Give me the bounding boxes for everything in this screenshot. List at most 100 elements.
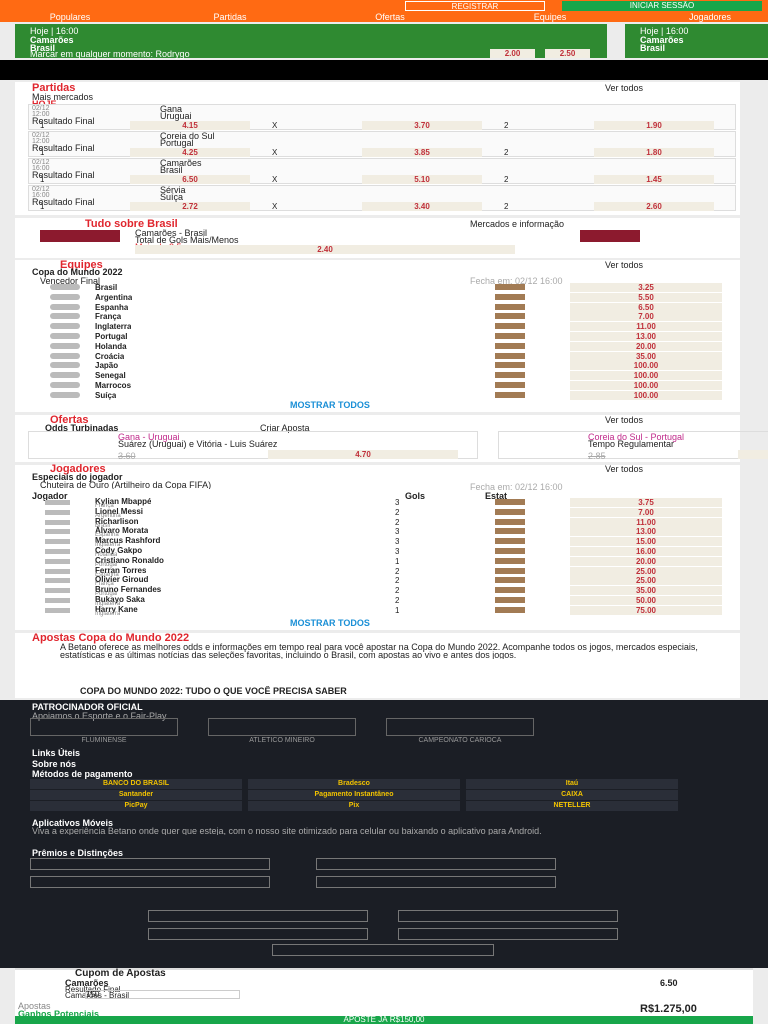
player-team: Portugal xyxy=(95,591,118,598)
odds-button[interactable]: 3.70 xyxy=(362,121,482,130)
info-link[interactable]: COPA DO MUNDO 2022: TUDO O QUE VOCÊ PREC… xyxy=(80,686,347,696)
see-all[interactable]: Ver todos xyxy=(605,260,644,270)
nav-tab[interactable]: Partidas xyxy=(213,12,247,22)
nav-tab[interactable]: Populares xyxy=(49,12,91,22)
player-goals: 3 xyxy=(395,537,400,547)
team-name: Portugal xyxy=(95,332,128,341)
banner-away: Brasil xyxy=(640,43,666,53)
potential-label: Ganhos Potenciais xyxy=(18,1009,100,1019)
flag xyxy=(45,529,70,535)
flag xyxy=(45,539,70,545)
nav-tab[interactable]: Jogadores xyxy=(688,12,732,22)
player-goals: 1 xyxy=(395,556,400,566)
offer-tab[interactable]: Criar Aposta xyxy=(260,423,310,433)
player-team: Portugal xyxy=(95,561,118,568)
odds-button[interactable]: 3.75 xyxy=(570,498,722,507)
see-all[interactable]: Ver todos xyxy=(605,464,644,474)
award-box xyxy=(398,928,618,940)
odds-button[interactable]: 20.00 xyxy=(570,341,722,351)
odds-button[interactable]: 35.00 xyxy=(570,351,722,361)
payment-logo: Bradesco xyxy=(248,779,460,789)
nav-tab[interactable]: Ofertas xyxy=(375,12,405,22)
player-team: Inglaterra xyxy=(95,610,121,617)
team-name: Suíça xyxy=(95,390,117,400)
odds-button[interactable]: 6.50 xyxy=(130,175,250,184)
odds-button[interactable]: 7.00 xyxy=(570,312,722,322)
odds-button[interactable]: 13.00 xyxy=(570,332,722,341)
odds-button[interactable]: 1.90 xyxy=(594,121,714,130)
odds-button[interactable]: 2.72 xyxy=(130,202,250,211)
odds-button[interactable]: 100.00 xyxy=(570,390,722,400)
odds-button[interactable]: 1.45 xyxy=(594,175,714,184)
odds-button[interactable]: 3.85 xyxy=(362,148,482,157)
stake-input[interactable]: 150 xyxy=(85,990,240,999)
odds-button[interactable]: 50.00 xyxy=(570,596,722,605)
register-button[interactable]: REGISTRAR xyxy=(405,1,545,11)
odds-button[interactable]: 2.00 xyxy=(490,49,535,58)
odds-button[interactable]: 5.50 xyxy=(570,292,722,302)
section-title: Equipes xyxy=(60,259,103,271)
odds-button[interactable]: 100.00 xyxy=(570,361,722,371)
show-all[interactable]: MOSTRAR TODOS xyxy=(290,618,370,628)
odds-button[interactable]: 35.00 xyxy=(570,586,722,596)
show-all[interactable]: MOSTRAR TODOS xyxy=(290,400,370,410)
odds-button[interactable]: 25.00 xyxy=(570,576,722,586)
match-time: 12:00 xyxy=(32,138,50,145)
odds-button[interactable]: 20.00 xyxy=(570,556,722,566)
odds-button[interactable]: 3.40 xyxy=(362,202,482,211)
see-all[interactable]: Ver todos xyxy=(605,415,644,425)
flag xyxy=(45,607,70,613)
flag xyxy=(45,578,70,584)
odds-button[interactable]: 16.00 xyxy=(570,547,722,556)
stats-icon xyxy=(495,362,525,369)
slip-selection: Camarões xyxy=(65,978,109,988)
team-name: Inglaterra xyxy=(95,322,132,332)
footer-link[interactable]: Links Úteis xyxy=(32,748,81,758)
match-date: 02/12 xyxy=(32,132,50,139)
odds-button[interactable]: 6.50 xyxy=(570,302,722,312)
odds-button[interactable]: 75.00 xyxy=(570,605,722,615)
odds-button[interactable]: 15.00 xyxy=(570,537,722,547)
section-title: Tudo sobre Brasil xyxy=(85,218,178,230)
odds-button[interactable]: 25.00 xyxy=(570,566,722,576)
odds-button[interactable]: 1.80 xyxy=(594,148,714,157)
away-team: Portugal xyxy=(160,138,194,148)
footer-link[interactable]: Sobre nós xyxy=(32,759,77,769)
odds-button[interactable]: 2.50 xyxy=(545,49,590,58)
market-name: Chuteira de Ouro (Artilheiro da Copa FIF… xyxy=(40,481,212,489)
home-team: Gana xyxy=(160,104,183,114)
player-name: Kylian Mbappé xyxy=(95,497,152,506)
offer-match: Coreia do Sul - Portugal xyxy=(588,432,685,442)
odds-button[interactable]: 4.70 xyxy=(268,450,458,459)
bet-button[interactable]: APOSTE JÁ R$150,00 xyxy=(15,1016,753,1024)
award-box xyxy=(398,910,618,922)
apps-text: Viva a experiência Betano onde quer que … xyxy=(32,827,542,835)
player-name: Olivier Giroud xyxy=(95,575,149,585)
odds-button[interactable]: 100.00 xyxy=(570,381,722,390)
stats-icon xyxy=(495,372,525,379)
odds-button[interactable]: 2.40 xyxy=(135,245,515,254)
odds-button[interactable]: 4.25 xyxy=(130,148,250,157)
odds-button[interactable]: 5.10 xyxy=(362,175,482,184)
odds-button[interactable]: 100.00 xyxy=(570,371,722,381)
offer-tab[interactable]: Odds Turbinadas xyxy=(45,423,119,433)
odds-button[interactable]: 3.50 xyxy=(738,450,768,459)
club-box xyxy=(30,718,178,736)
nav-tab[interactable]: Equipes xyxy=(533,12,567,22)
apps-title: Aplicativos Móveis xyxy=(32,818,114,828)
stats-icon xyxy=(495,323,525,330)
player-goals: 3 xyxy=(395,527,400,537)
odds-button[interactable]: 11.00 xyxy=(570,322,722,332)
flag xyxy=(50,372,80,379)
odds-button[interactable]: 7.00 xyxy=(570,507,722,517)
odds-button[interactable]: 4.15 xyxy=(130,121,250,130)
see-all[interactable]: Ver todos xyxy=(605,83,644,93)
home-team: Sérvia xyxy=(160,185,186,195)
odds-button[interactable]: 11.00 xyxy=(570,517,722,527)
odds-button[interactable]: 13.00 xyxy=(570,527,722,537)
odds-button[interactable]: 2.60 xyxy=(594,202,714,211)
odds-button[interactable]: 3.25 xyxy=(570,283,722,292)
login-button[interactable]: INICIAR SESSÃO xyxy=(562,1,762,11)
player-name: Marcus Rashford xyxy=(95,536,161,546)
odds-label: X xyxy=(272,121,278,130)
